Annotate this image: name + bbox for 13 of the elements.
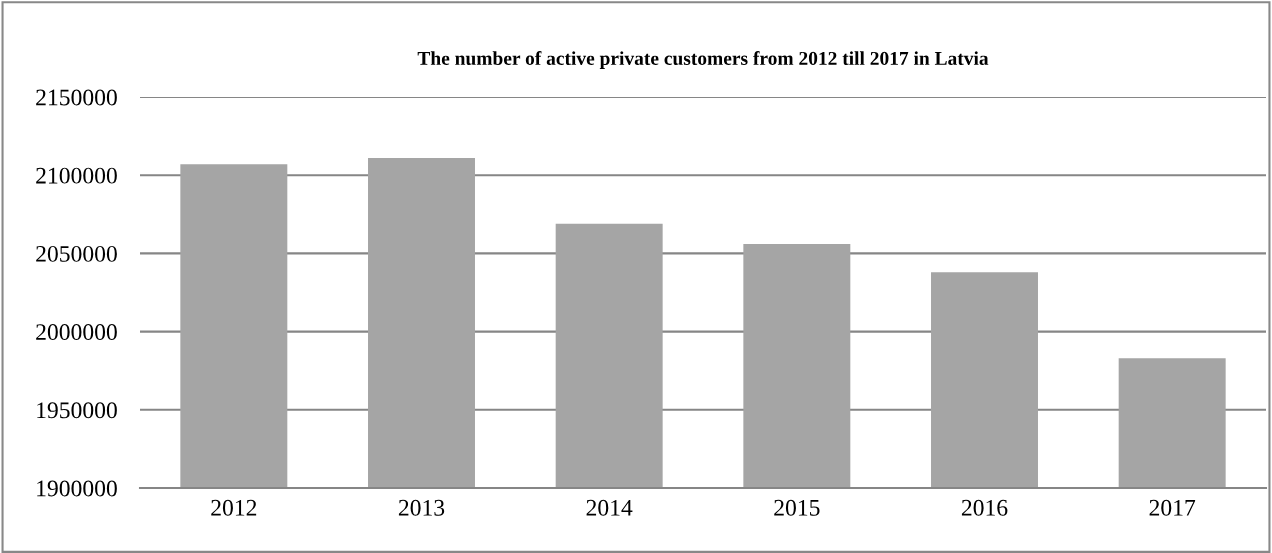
y-tick-label: 2050000 bbox=[36, 245, 117, 262]
x-tick-label: 2016 bbox=[961, 499, 1008, 516]
x-tick-label: 2012 bbox=[211, 499, 257, 516]
x-tick-label: 2014 bbox=[586, 499, 633, 516]
x-tick-label: 2013 bbox=[398, 499, 445, 516]
x-tick-label: 2017 bbox=[1149, 499, 1196, 516]
chart-title: The number of active private customers from 2012 till 2017 in Latvia bbox=[417, 51, 989, 69]
x-tick-label: 2015 bbox=[774, 499, 820, 516]
y-tick-label: 2000000 bbox=[36, 324, 117, 341]
y-tick-label: 1900000 bbox=[37, 480, 117, 497]
y-tick-label: 2100000 bbox=[36, 167, 117, 184]
y-tick-label: 2150000 bbox=[36, 89, 117, 106]
y-tick-label: 1950000 bbox=[37, 402, 117, 419]
